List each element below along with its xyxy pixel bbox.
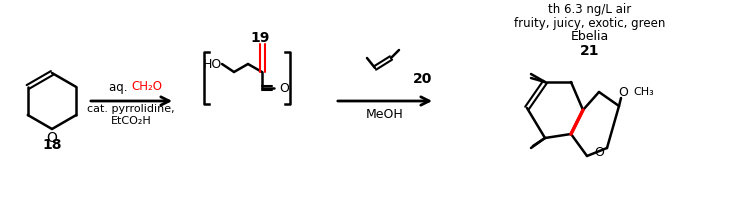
Text: Ebelia: Ebelia [571, 30, 609, 43]
Text: aq.: aq. [109, 81, 131, 94]
Text: 19: 19 [250, 31, 270, 45]
Text: O: O [279, 81, 289, 95]
Text: MeOH: MeOH [366, 108, 404, 121]
Text: fruity, juicy, exotic, green: fruity, juicy, exotic, green [514, 16, 666, 30]
Text: CH₃: CH₃ [633, 87, 654, 97]
Text: EtCO₂H: EtCO₂H [111, 116, 152, 126]
Text: HO: HO [202, 57, 222, 70]
Text: O: O [594, 146, 604, 159]
Text: th 6.3 ng/L air: th 6.3 ng/L air [548, 3, 632, 16]
Text: 21: 21 [581, 44, 599, 58]
Text: 20: 20 [413, 72, 433, 86]
Text: O: O [618, 86, 628, 98]
Text: cat. pyrrolidine,: cat. pyrrolidine, [87, 104, 175, 114]
Text: CH₂O: CH₂O [131, 81, 162, 94]
Text: O: O [47, 131, 57, 145]
Text: 18: 18 [42, 138, 62, 152]
